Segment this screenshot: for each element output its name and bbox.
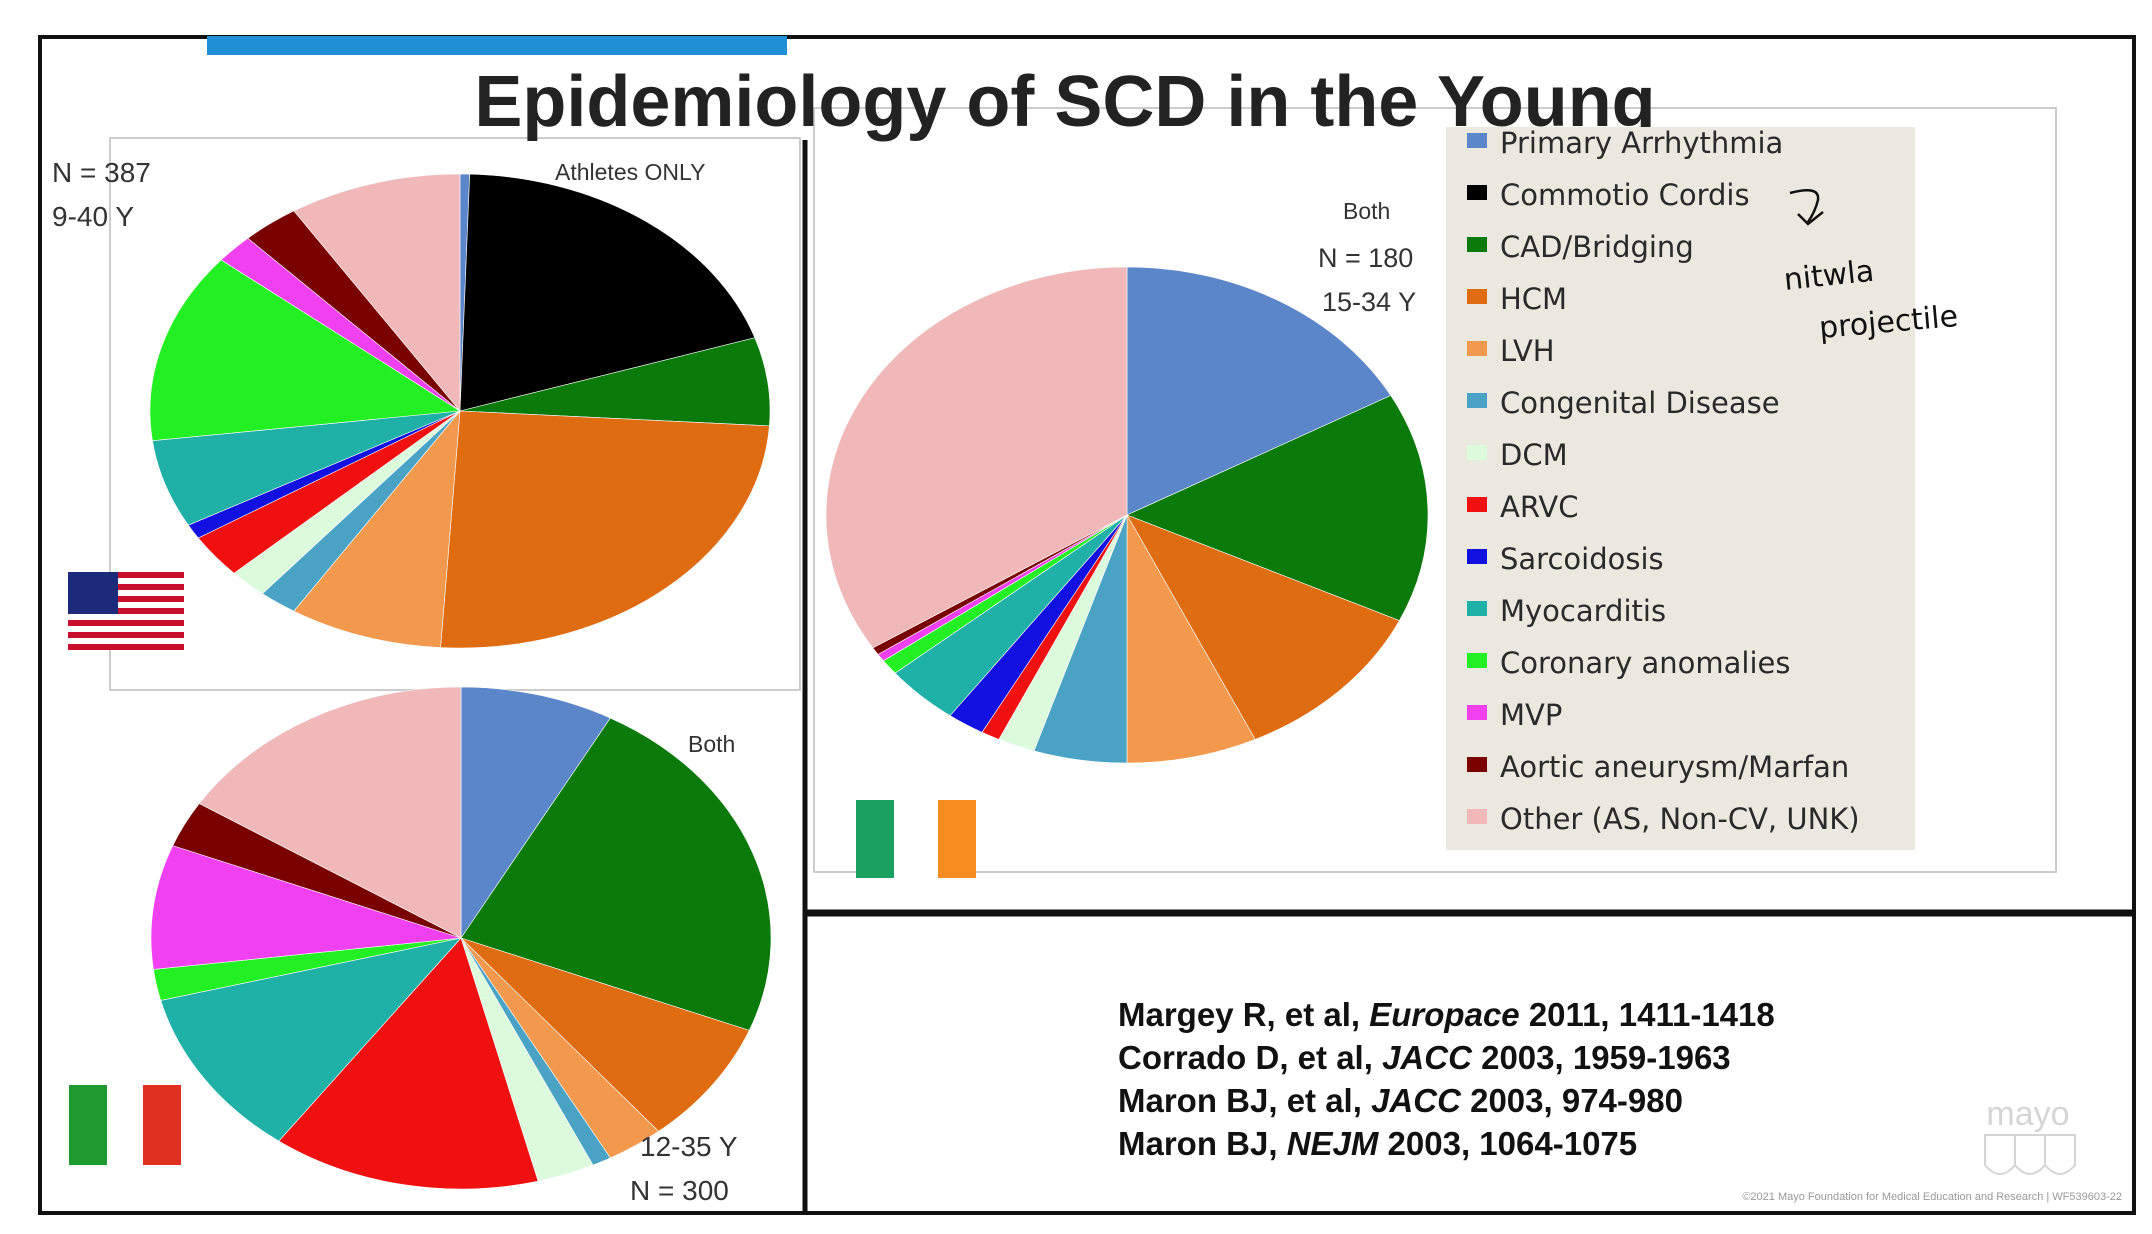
legend-box [1446,127,1915,850]
ireland-subtitle: Both [1343,198,1390,224]
reference-details: 2003, 1064-1075 [1378,1125,1637,1162]
references: Margey R, et al, Europace 2011, 1411-141… [1118,996,1775,1162]
pie-italy [150,686,772,1190]
mayo-logo: mayo [1984,1095,2076,1175]
legend-swatch [1467,653,1487,668]
legend-item: CAD/Bridging [1500,230,1694,264]
legend-swatch [1467,237,1487,252]
curved-arrow-icon [1789,188,1824,226]
reference-authors: Maron BJ, [1118,1125,1287,1162]
accent-bar [207,36,787,55]
legend-swatch [1467,809,1487,824]
legend-swatch [1467,445,1487,460]
legend-item: Aortic aneurysm/Marfan [1500,750,1849,784]
pie-slice-coronary-anomalies [149,259,461,442]
legend-item: Primary Arrhythmia [1500,126,1783,160]
reference-details: 2003, 974-980 [1461,1082,1683,1119]
legend-item: HCM [1500,282,1567,316]
reference-authors: Corrado D, et al, [1118,1039,1382,1076]
ireland-n-label: N = 180 [1318,243,1413,273]
legend-swatch [1467,705,1487,720]
usa-subtitle: Athletes ONLY [555,159,705,185]
reference-line: Margey R, et al, Europace 2011, 1411-141… [1118,996,1775,1033]
pie-slice-myocarditis [160,937,462,1142]
pie-slice-hcm [460,937,750,1132]
legend-swatch [1467,289,1487,304]
legend-swatch [1467,497,1487,512]
legend-item: DCM [1500,438,1568,472]
legend-swatch [1467,341,1487,356]
legend-swatch [1467,185,1487,200]
legend-item: MVP [1500,698,1562,732]
pie-slice-lvh [293,410,461,648]
italy-flag [69,1085,181,1165]
reference-details: 2003, 1959-1963 [1472,1039,1731,1076]
pie-slice-cad-bridging [460,717,772,1031]
ireland-age-label: 15-34 Y [1322,287,1416,317]
legend-item: Myocarditis [1500,594,1666,628]
italy-age-label: 12-35 Y [640,1131,738,1162]
pie-slice-commotio-cordis [459,173,756,412]
ireland-panel [813,107,2057,873]
legend-item: Congenital Disease [1500,386,1780,420]
pie-slice-hcm [1126,514,1400,740]
pie-ireland [825,266,1429,764]
reference-journal: JACC [1371,1082,1462,1119]
legend-swatch [1467,601,1487,616]
reference-journal: Europace [1369,996,1519,1033]
pie-slice-lvh [1126,513,1256,764]
legend-swatch [1467,133,1487,148]
legend-swatch [1467,393,1487,408]
legend-item: Sarcoidosis [1500,542,1664,576]
reference-authors: Margey R, et al, [1118,996,1369,1033]
legend-item: Coronary anomalies [1500,646,1790,680]
pie-slice-other-as-non-cv-unk [825,266,1128,649]
reference-line: Maron BJ, NEJM 2003, 1064-1075 [1118,1125,1637,1162]
pie-slice-mvp [150,845,462,970]
pie-slice-other-as-non-cv-unk [293,173,461,412]
pie-slice-arvc [278,937,539,1190]
usa-age-label: 9-40 Y [52,201,134,232]
italy-subtitle: Both [688,731,735,757]
pie-slice-cad-bridging [1126,395,1429,621]
mayo-logo-text: mayo [1986,1095,2069,1133]
slide-frame [38,35,2136,1215]
reference-journal: NEJM [1287,1125,1380,1162]
legend-item: LVH [1500,334,1555,368]
legend-item: ARVC [1500,490,1579,524]
legend-item: Other (AS, Non-CV, UNK) [1500,802,1860,836]
legend: Primary Arrhythmia Commotio Cordis CAD/Bri… [1467,126,1860,836]
reference-line: Corrado D, et al, JACC 2003, 1959-1963 [1118,1039,1731,1076]
pie-slice-other-as-non-cv-unk [198,686,462,939]
reference-journal: JACC [1382,1039,1473,1076]
pie-usa [149,173,771,649]
copyright: ©2021 Mayo Foundation for Medical Educat… [1742,1191,2122,1203]
reference-line: Maron BJ, et al, JACC 2003, 974-980 [1118,1082,1683,1119]
reference-details: 2011, 1411-1418 [1520,996,1775,1033]
pie-slice-hcm [440,410,770,649]
pie-slice-primary-arrhythmia [460,686,611,939]
reference-authors: Maron BJ, et al, [1118,1082,1371,1119]
legend-swatch [1467,549,1487,564]
legend-item: Commotio Cordis [1500,178,1750,212]
legend-swatch [1467,757,1487,772]
pie-slice-primary-arrhythmia [1126,266,1392,516]
ireland-flag [856,800,976,878]
usa-flag [68,572,184,650]
usa-n-label: N = 387 [52,157,151,188]
shields-icon [1984,1134,2076,1175]
italy-n-label: N = 300 [630,1175,729,1206]
